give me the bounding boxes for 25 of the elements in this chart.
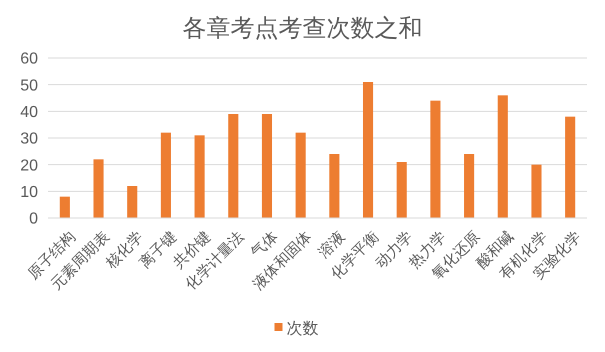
bar <box>464 154 474 218</box>
bar <box>93 159 104 218</box>
bar <box>262 114 272 218</box>
bar <box>498 95 508 218</box>
y-tick-label: 0 <box>29 210 38 228</box>
bar <box>228 114 238 218</box>
bar <box>127 186 138 218</box>
y-tick-label: 30 <box>20 130 38 148</box>
y-tick-label: 20 <box>20 157 38 174</box>
y-tick-label: 60 <box>20 50 38 68</box>
chart-title: 各章考点考查次数之和 <box>182 15 422 42</box>
bar <box>565 116 576 218</box>
bar <box>194 135 205 218</box>
bar <box>430 100 440 218</box>
bar <box>296 132 306 218</box>
y-tick-label: 50 <box>20 77 38 94</box>
y-tick-label: 40 <box>20 104 38 121</box>
bar <box>362 82 374 218</box>
legend-label: 次数 <box>286 320 318 338</box>
bar <box>329 154 340 218</box>
bar <box>396 162 407 218</box>
bar <box>160 132 171 218</box>
y-tick-label: 10 <box>20 184 38 201</box>
bar <box>531 164 542 218</box>
bar <box>60 196 70 218</box>
